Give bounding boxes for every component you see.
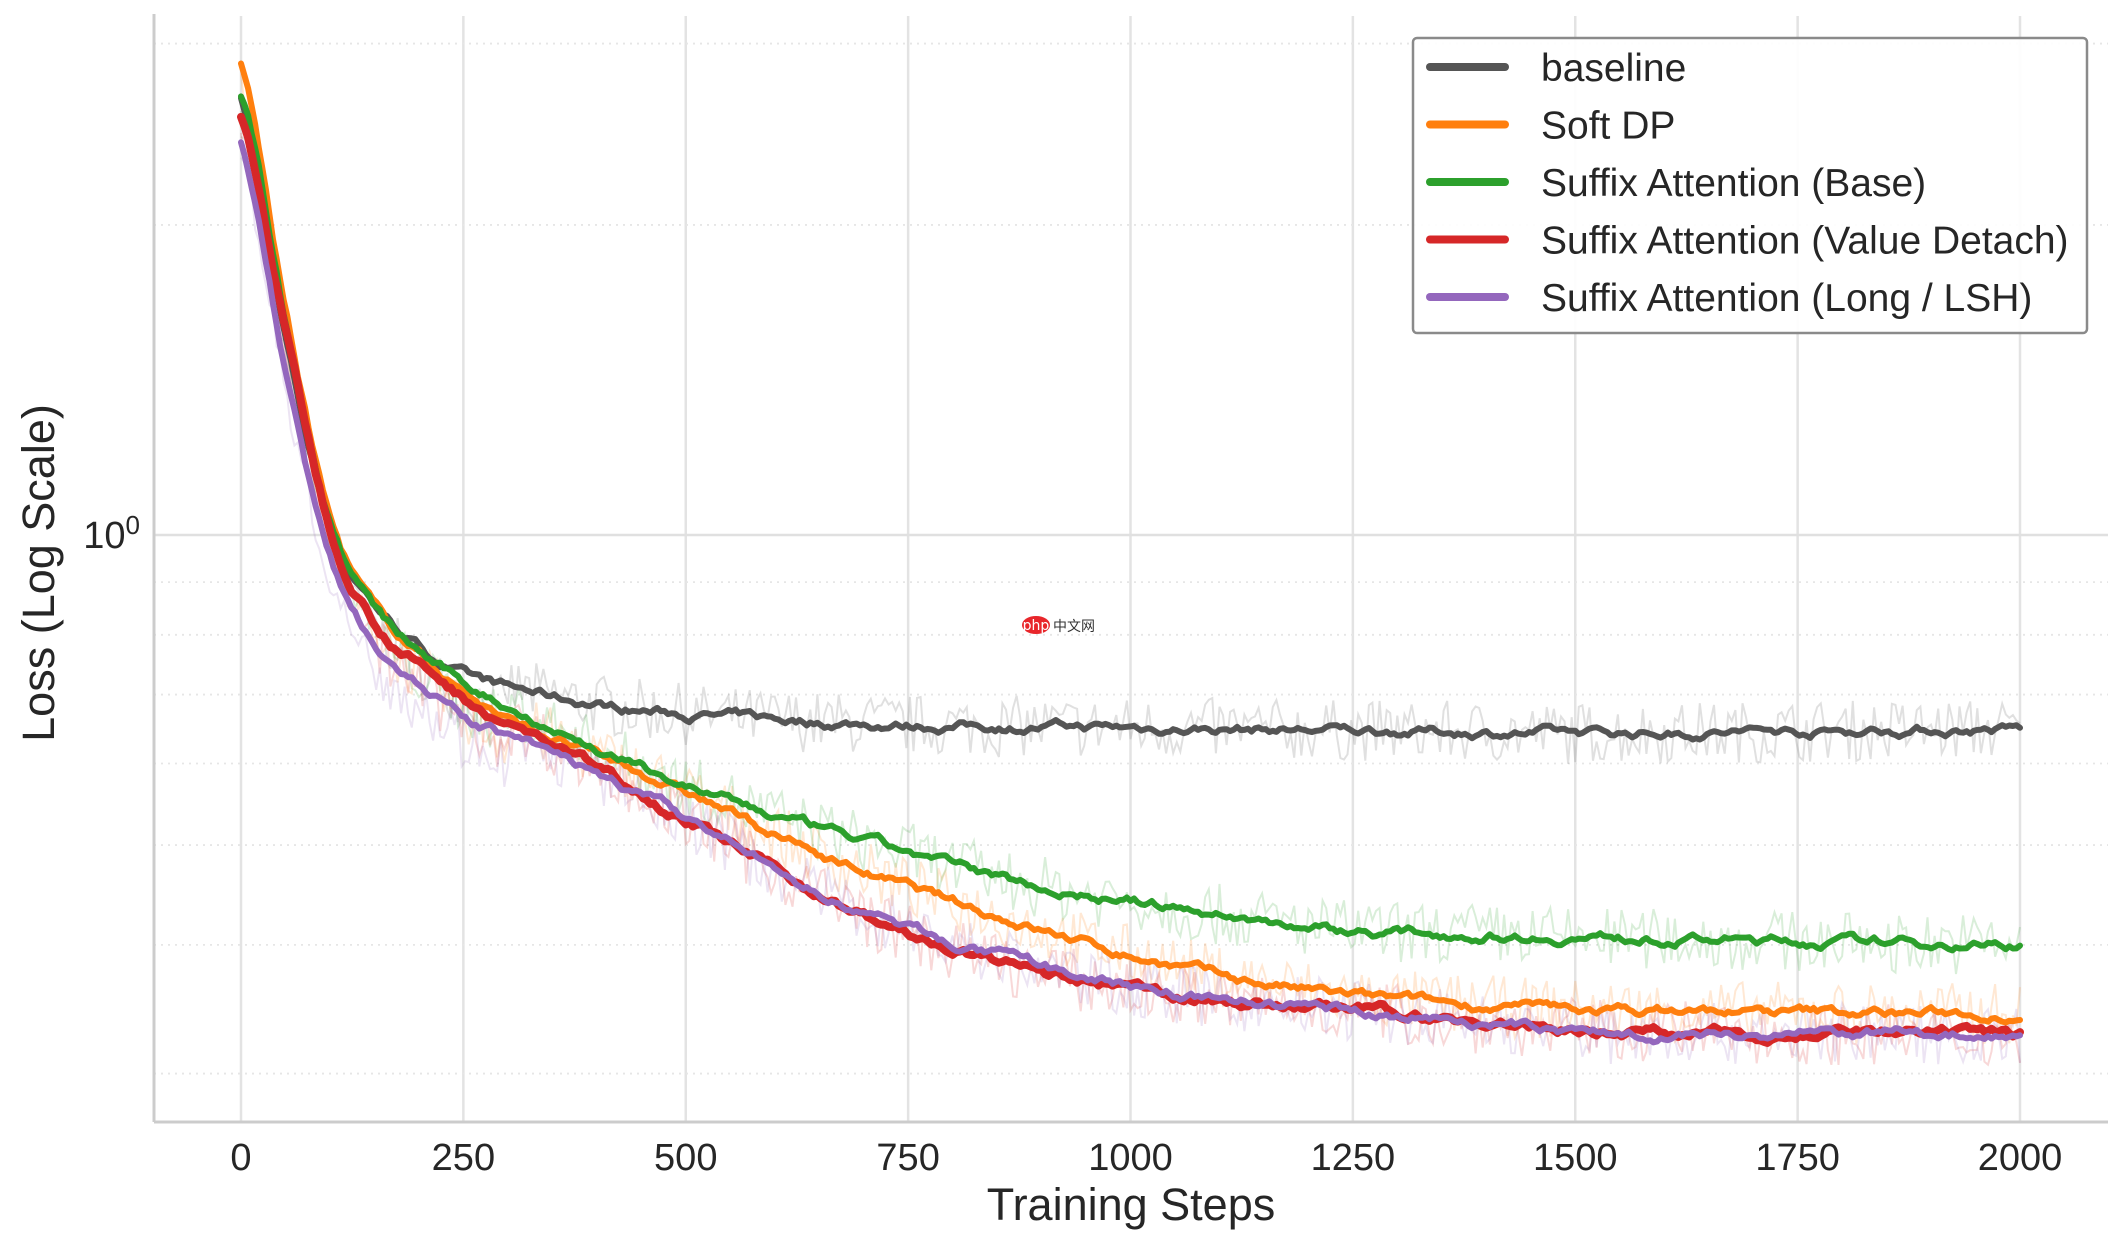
legend-box [1411, 36, 2089, 335]
series-line-2 [238, 93, 2023, 954]
x-tick-label: 1250 [1311, 1137, 1396, 1179]
y-tick-labels: 100 [83, 510, 140, 557]
smoothed-series-lines [237, 60, 2024, 1047]
y-tick-base: 10 [83, 515, 125, 557]
x-tick-label: 0 [230, 1137, 251, 1179]
watermark-text: 中文网 [1053, 619, 1095, 635]
x-tick-label: 2000 [1978, 1137, 2063, 1179]
x-tick-label: 750 [876, 1137, 939, 1179]
legend-label: baseline [1541, 47, 1686, 90]
raw-trace-0 [240, 135, 2021, 764]
raw-trace-1 [240, 73, 2021, 1045]
legend-label: Suffix Attention (Long / LSH) [1541, 277, 2032, 320]
x-axis-label: Training Steps [987, 1179, 1275, 1230]
watermark: php 中文网 [1022, 616, 1095, 635]
y-tick-label: 100 [83, 510, 140, 557]
legend: baseline Soft DP Suffix Attention (Base) Su… [1411, 36, 2089, 335]
x-tick-labels: 0 250 500 750 1000 1250 1500 1750 2000 [230, 1137, 2062, 1179]
legend-label: Suffix Attention (Base) [1541, 162, 1926, 205]
watermark-logo: php [1023, 618, 1050, 634]
y-tick-exponent: 0 [126, 510, 140, 540]
series-line-0 [238, 95, 2023, 743]
axes [152, 14, 2108, 1124]
legend-label: Soft DP [1541, 105, 1675, 148]
x-tick-label: 500 [654, 1137, 717, 1179]
y-axis-label: Loss (Log Scale) [13, 404, 64, 742]
x-tick-label: 1750 [1755, 1137, 1840, 1179]
legend-label: Suffix Attention (Value Detach) [1541, 220, 2069, 263]
series-line-4 [238, 139, 2023, 1046]
x-tick-label: 1000 [1088, 1137, 1173, 1179]
x-tick-label: 250 [432, 1137, 495, 1179]
watermark-logo-icon [1022, 616, 1050, 634]
x-tick-label: 1500 [1533, 1137, 1618, 1179]
